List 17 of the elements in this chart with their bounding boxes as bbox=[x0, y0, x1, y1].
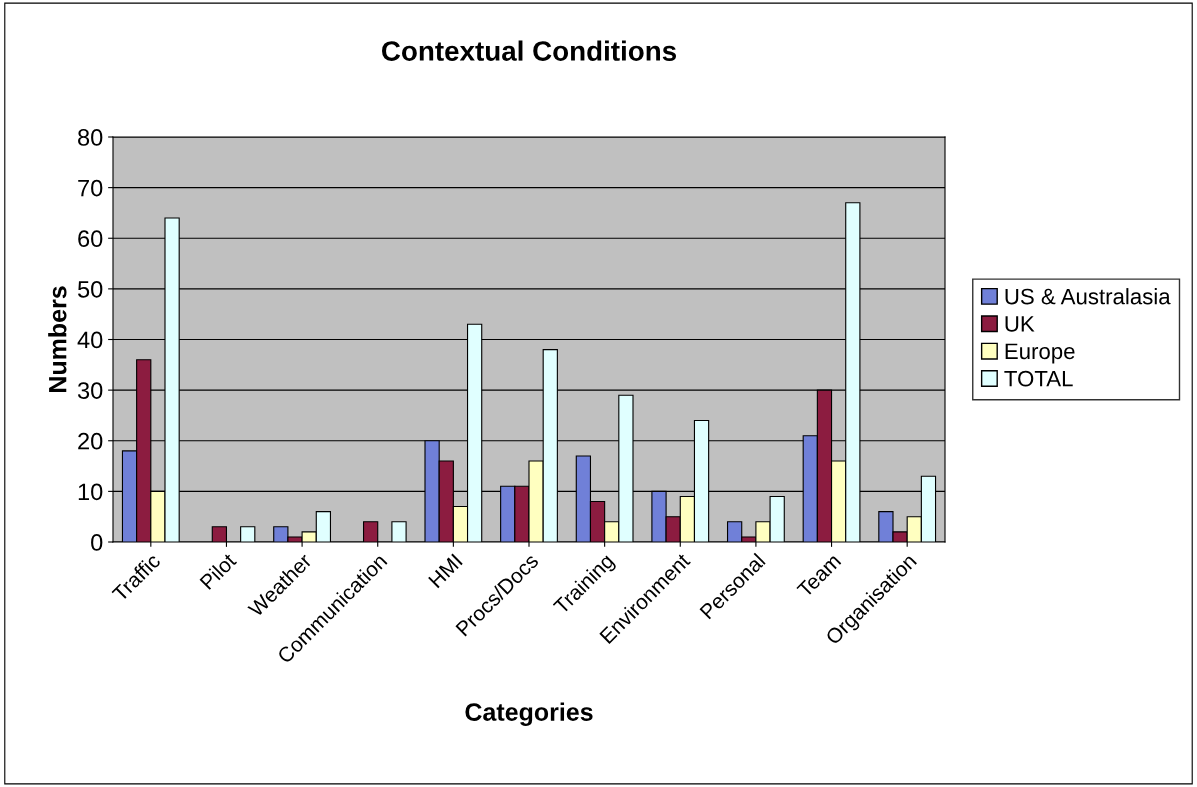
legend-label: US & Australasia bbox=[1005, 288, 1171, 305]
legend-label: TOTAL bbox=[1004, 370, 1073, 387]
y-tick-label: 70 bbox=[78, 179, 103, 197]
y-axis-title: Numbers bbox=[48, 286, 67, 393]
y-tick-label: 50 bbox=[77, 280, 103, 298]
y-tick-label: 20 bbox=[78, 432, 103, 450]
y-tick-label: 30 bbox=[77, 382, 103, 399]
y-tick-label: 40 bbox=[77, 331, 103, 349]
y-tick-label: 60 bbox=[78, 230, 103, 248]
x-tick-label: Pilot bbox=[199, 551, 238, 590]
chart-title: Contextual Conditions bbox=[382, 40, 677, 61]
y-tick-label: 80 bbox=[78, 129, 103, 146]
legend-label: UK bbox=[1005, 316, 1035, 332]
y-tick-label: 10 bbox=[78, 483, 103, 501]
legend-label: Europe bbox=[1005, 343, 1075, 364]
y-tick-label: 0 bbox=[91, 534, 103, 551]
x-axis-title: Categories bbox=[465, 702, 593, 726]
